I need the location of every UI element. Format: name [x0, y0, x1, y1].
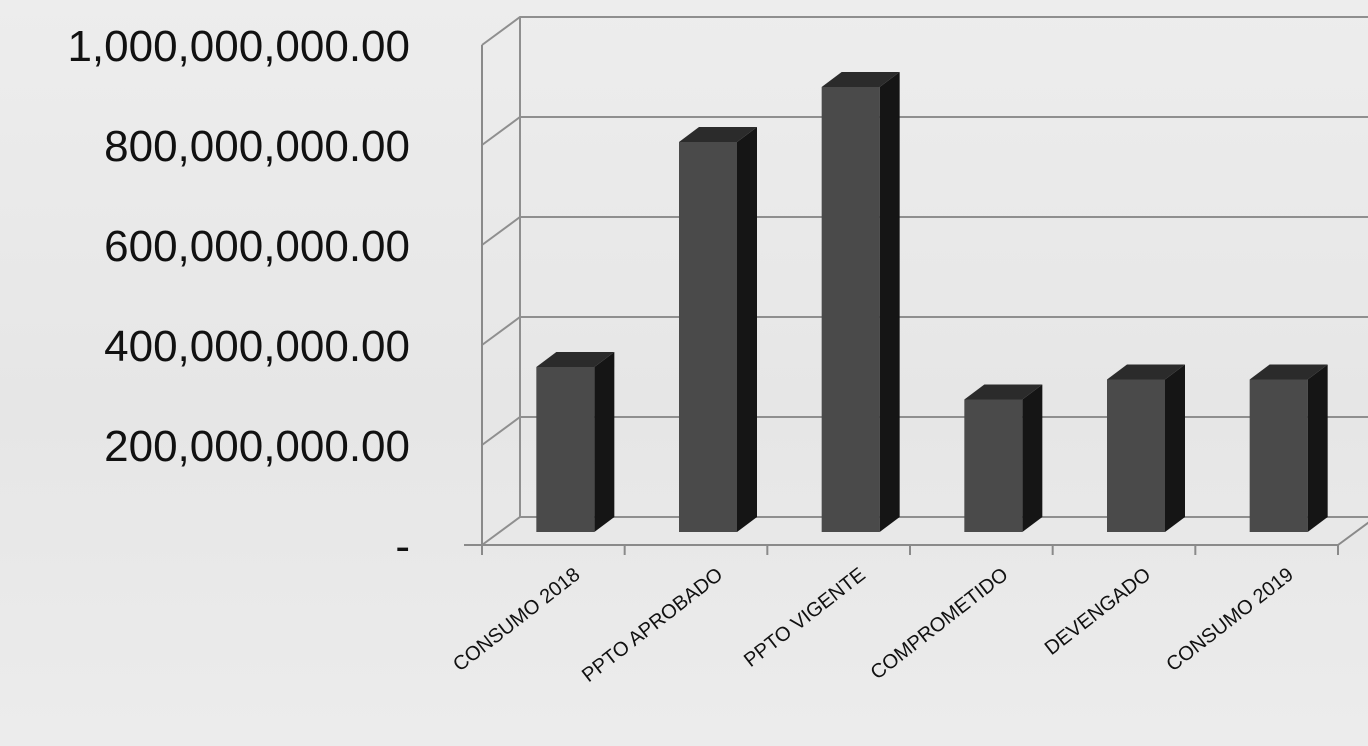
- gridline: [481, 116, 1368, 146]
- y-tick-label: 200,000,000.00: [104, 422, 410, 471]
- bar-top: [1249, 364, 1328, 380]
- bar-top: [679, 127, 757, 142]
- bar-top: [1107, 364, 1185, 380]
- gridline: [481, 16, 1368, 46]
- bar: [536, 352, 615, 532]
- bar: [679, 127, 757, 532]
- gridline: [481, 516, 1368, 546]
- y-tick-label: 1,000,000,000.00: [67, 22, 410, 71]
- y-tick-label: 600,000,000.00: [104, 222, 410, 271]
- bar-front: [1107, 379, 1165, 532]
- bar: [1249, 364, 1328, 532]
- bar-top: [536, 352, 615, 367]
- bar-top: [964, 384, 1043, 400]
- bar-side: [1307, 364, 1328, 532]
- bar-front: [679, 142, 737, 532]
- y-tick-label: -: [395, 522, 410, 571]
- bar-front: [964, 399, 1023, 532]
- x-tick-label: CONSUMO 2018: [449, 564, 584, 676]
- bar-front: [821, 87, 880, 532]
- bar-side: [879, 72, 900, 532]
- bars: [536, 72, 1328, 532]
- bar: [1107, 364, 1185, 532]
- x-tick-label: CONSUMO 2019: [1162, 564, 1297, 676]
- bar-front: [1249, 379, 1308, 532]
- y-tick-labels: - 200,000,000.00 400,000,000.00 600,000,000…: [67, 22, 410, 571]
- x-tick-label: PPTO APROBADO: [578, 564, 727, 687]
- bar-side: [1022, 384, 1043, 532]
- y-tick-label: 400,000,000.00: [104, 322, 410, 371]
- x-tick-label: COMPROMETIDO: [867, 564, 1013, 685]
- x-tick-label: DEVENGADO: [1041, 564, 1155, 660]
- gridline: [481, 416, 1368, 446]
- gridlines: [481, 16, 1368, 546]
- bar-top: [821, 72, 900, 87]
- gridline: [481, 216, 1368, 246]
- gridline: [481, 316, 1368, 346]
- bar-front: [536, 367, 595, 532]
- axes: [464, 45, 1368, 555]
- bar: [964, 384, 1043, 532]
- floor-edge: [1337, 521, 1368, 546]
- bar-side: [594, 352, 615, 532]
- x-tick-label: PPTO VIGENTE: [740, 564, 870, 672]
- y-tick-label: 800,000,000.00: [104, 122, 410, 171]
- bar: [821, 72, 900, 532]
- bar-side: [737, 127, 757, 532]
- bar-side: [1165, 364, 1185, 532]
